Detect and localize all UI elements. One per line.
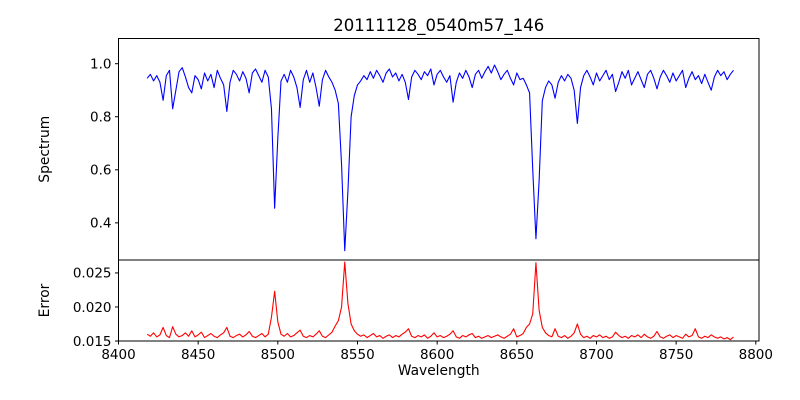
spectrum-y-tick-label: 0.8: [90, 110, 111, 126]
spectrum-y-tick-label: 1.0: [90, 57, 111, 73]
x-tick-label: 8450: [181, 347, 215, 363]
spectrum-line: [146, 64, 734, 252]
error-y-tick-label: 0.020: [73, 300, 112, 316]
x-axis-label: Wavelength: [398, 363, 480, 379]
x-tick-label: 8750: [659, 347, 693, 363]
error-line: [146, 261, 734, 341]
x-tick-label: 8700: [579, 347, 613, 363]
y-axis-label-spectrum: Spectrum: [37, 116, 53, 183]
spectrum-y-tick-label: 0.6: [90, 163, 111, 179]
chart-title: 20111128_0540m57_146: [333, 16, 544, 36]
x-tick-label: 8800: [739, 347, 773, 363]
x-tick-label: 8400: [101, 347, 135, 363]
x-tick-label: 8500: [261, 347, 295, 363]
y-axis-label-error: Error: [37, 283, 53, 317]
error-y-tick-label: 0.025: [73, 266, 112, 282]
x-tick-label: 8650: [500, 347, 534, 363]
plot-layer: 0.4 0.6 0.8 1.0 0.015 0.020 0.025 8400 8450 8500 8…: [73, 38, 773, 363]
error-y-tick-label: 0.015: [73, 334, 112, 350]
error-axes-frame: [118, 259, 760, 342]
x-tick-label: 8600: [420, 347, 454, 363]
spectrum-y-tick-label: 0.4: [90, 216, 111, 232]
x-tick-label: 8550: [340, 347, 374, 363]
